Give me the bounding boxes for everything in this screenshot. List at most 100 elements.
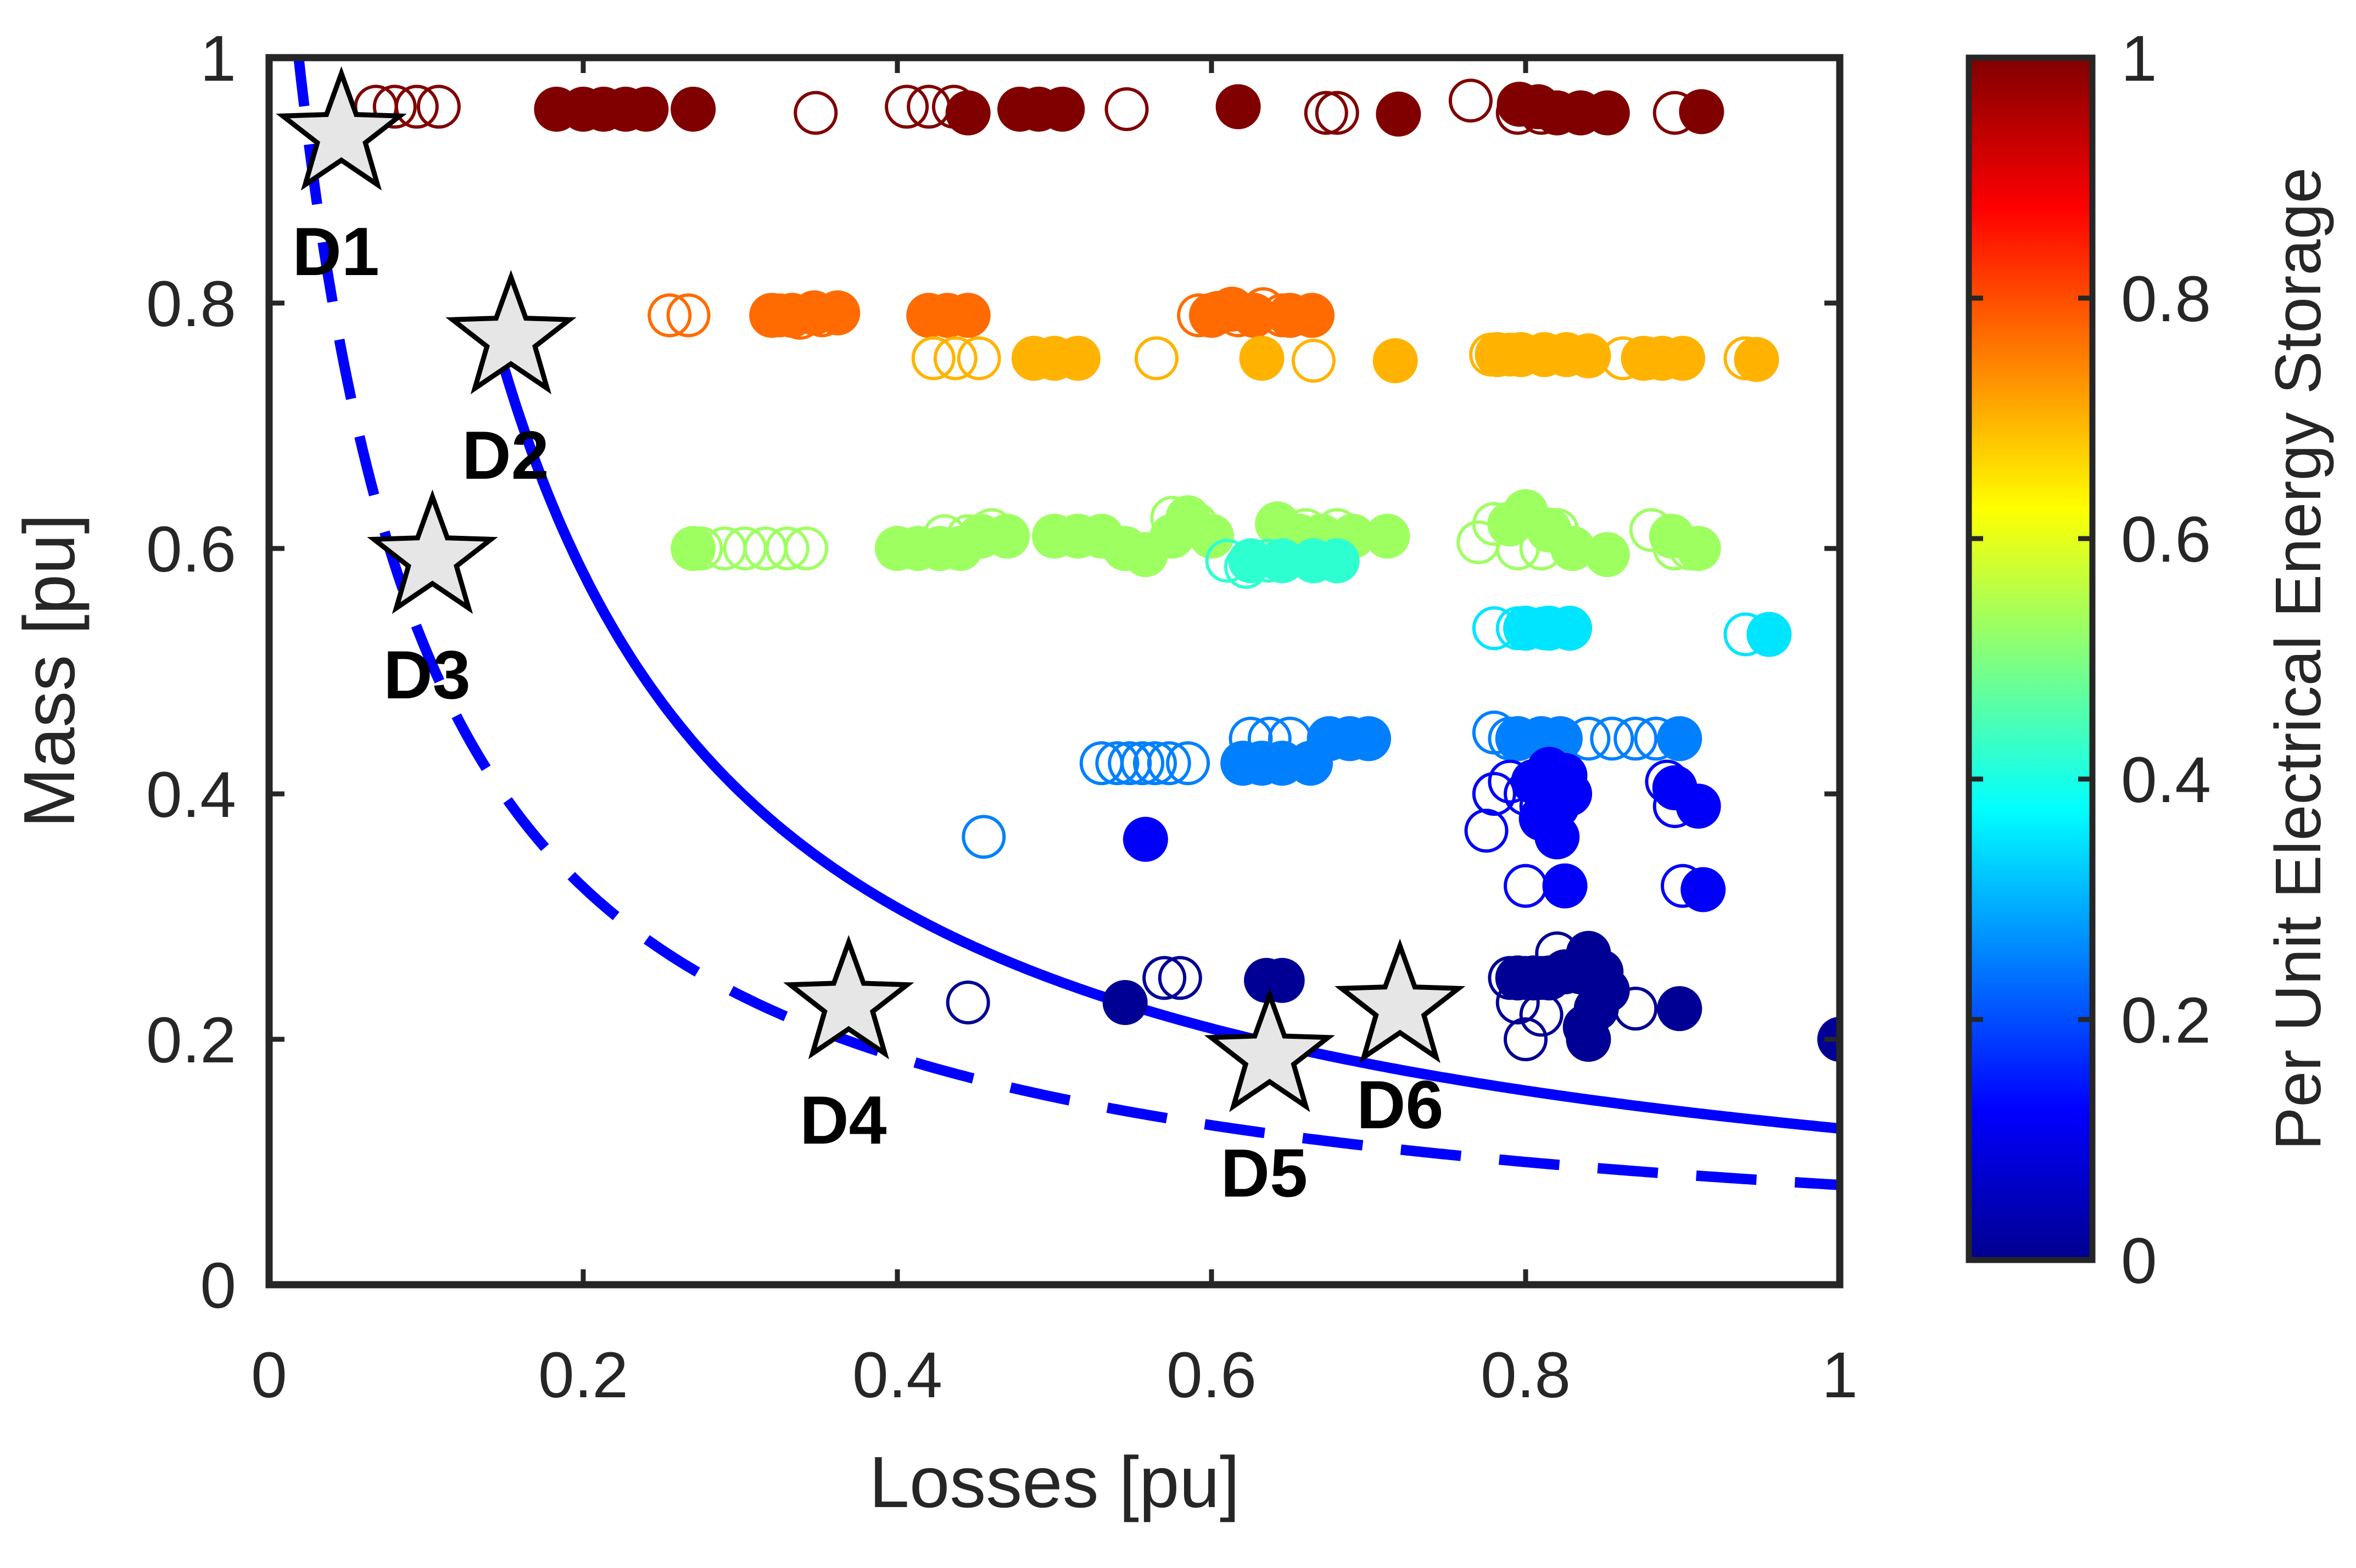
point-hollow bbox=[1519, 784, 1564, 828]
point-hollow bbox=[1495, 606, 1540, 651]
point-hollow bbox=[1519, 993, 1564, 1037]
point-hollow bbox=[1519, 91, 1564, 135]
point-hollow bbox=[1224, 545, 1268, 589]
point-hollow bbox=[1488, 956, 1532, 1000]
point-hollow bbox=[1448, 79, 1493, 123]
point-hollow bbox=[1166, 741, 1210, 786]
point-hollow bbox=[1535, 931, 1579, 976]
design-label-d2: D2 bbox=[462, 418, 549, 494]
point-hollow bbox=[1472, 502, 1516, 546]
point-hollow bbox=[1634, 716, 1678, 761]
x-axis-label: Losses [pu] bbox=[869, 1442, 1240, 1522]
axes-frame bbox=[265, 54, 1844, 1289]
point-filled bbox=[1372, 338, 1418, 384]
point-hollow bbox=[1260, 293, 1304, 338]
design-star-d3 bbox=[367, 489, 498, 614]
point-filled bbox=[1102, 979, 1148, 1025]
point-hollow bbox=[1142, 956, 1187, 1000]
point-hollow bbox=[647, 293, 692, 338]
point-hollow bbox=[1645, 759, 1689, 804]
point-filled bbox=[815, 290, 861, 335]
plot-area bbox=[269, 58, 1840, 1285]
point-filled bbox=[1215, 84, 1261, 130]
point-hollow bbox=[1095, 741, 1140, 786]
point-hollow bbox=[1216, 293, 1260, 338]
point-filled bbox=[1123, 816, 1168, 862]
point-hollow bbox=[1304, 91, 1348, 135]
point-hollow bbox=[911, 336, 956, 380]
point-filled bbox=[1660, 335, 1705, 381]
point-hollow bbox=[1174, 502, 1218, 546]
point-hollow bbox=[778, 295, 822, 340]
point-hollow bbox=[679, 527, 723, 570]
point-hollow bbox=[1661, 864, 1705, 908]
colorbar bbox=[1966, 54, 2096, 1263]
point-hollow bbox=[765, 527, 809, 570]
colorbar-tick-label: 0.6 bbox=[2121, 503, 2211, 576]
scatter-points bbox=[354, 79, 1840, 1062]
point-filled bbox=[1346, 716, 1391, 761]
point-hollow bbox=[907, 85, 951, 129]
point-hollow bbox=[1196, 290, 1240, 335]
x-tick-label: 0.8 bbox=[1481, 1339, 1571, 1412]
point-hollow bbox=[1566, 716, 1611, 761]
point-filled bbox=[1239, 335, 1285, 381]
point-hollow bbox=[1150, 496, 1194, 540]
point-filled bbox=[1055, 335, 1101, 381]
point-hollow bbox=[933, 336, 978, 380]
y-tick-label: 0 bbox=[200, 1250, 236, 1322]
design-markers: D1 D2 D3 D4 D5 D6 bbox=[276, 66, 1466, 1211]
y-axis-label: Mass [pu] bbox=[9, 514, 90, 828]
point-hollow bbox=[1488, 332, 1532, 377]
design-star-d2 bbox=[445, 270, 577, 395]
point-hollow bbox=[1241, 287, 1286, 332]
point-filled bbox=[1365, 513, 1410, 559]
point-hollow bbox=[1723, 336, 1768, 380]
design-star-d4 bbox=[783, 934, 914, 1060]
point-hollow bbox=[1120, 741, 1165, 786]
point-hollow bbox=[784, 527, 829, 570]
design-label-d3: D3 bbox=[383, 637, 471, 713]
y-tick-label: 0.2 bbox=[146, 1004, 236, 1077]
point-hollow bbox=[931, 85, 976, 129]
point-filled bbox=[1676, 526, 1721, 571]
point-hollow bbox=[1614, 987, 1658, 1031]
point-hollow bbox=[1652, 527, 1697, 570]
point-hollow bbox=[416, 85, 461, 129]
point-hollow bbox=[969, 508, 1014, 552]
point-hollow bbox=[1652, 784, 1697, 828]
point-hollow bbox=[1464, 809, 1509, 853]
point-hollow bbox=[1247, 716, 1292, 761]
point-hollow bbox=[1133, 741, 1177, 786]
dashed-front-curve bbox=[293, 58, 1840, 1190]
point-filled bbox=[671, 526, 716, 571]
x-tick-label: 0.4 bbox=[852, 1339, 942, 1412]
point-hollow bbox=[885, 85, 929, 129]
point-hollow bbox=[1590, 716, 1634, 761]
point-filled bbox=[1676, 783, 1721, 829]
point-hollow bbox=[394, 85, 439, 129]
point-hollow bbox=[800, 293, 844, 338]
point-filled bbox=[1584, 532, 1630, 578]
point-filled bbox=[1734, 337, 1779, 382]
point-filled bbox=[1566, 1017, 1611, 1062]
colorbar-tick-label: 0.2 bbox=[2121, 984, 2211, 1057]
point-hollow bbox=[922, 514, 967, 558]
point-hollow bbox=[1246, 539, 1290, 583]
point-hollow bbox=[1291, 339, 1336, 383]
point-filled bbox=[1542, 863, 1588, 909]
design-label-d5: D5 bbox=[1221, 1135, 1308, 1211]
point-hollow bbox=[1504, 956, 1548, 1000]
point-hollow bbox=[1495, 980, 1540, 1024]
point-filled bbox=[945, 293, 991, 338]
point-hollow bbox=[1614, 716, 1658, 761]
point-hollow bbox=[946, 514, 990, 558]
y-tick-label: 0.8 bbox=[146, 268, 236, 340]
point-hollow bbox=[1488, 716, 1532, 761]
point-hollow bbox=[875, 527, 919, 570]
y-tick-label: 0.6 bbox=[146, 513, 236, 586]
point-filled bbox=[1746, 612, 1792, 657]
point-filled bbox=[1584, 90, 1630, 136]
colorbar-gradient bbox=[1966, 54, 2096, 1263]
